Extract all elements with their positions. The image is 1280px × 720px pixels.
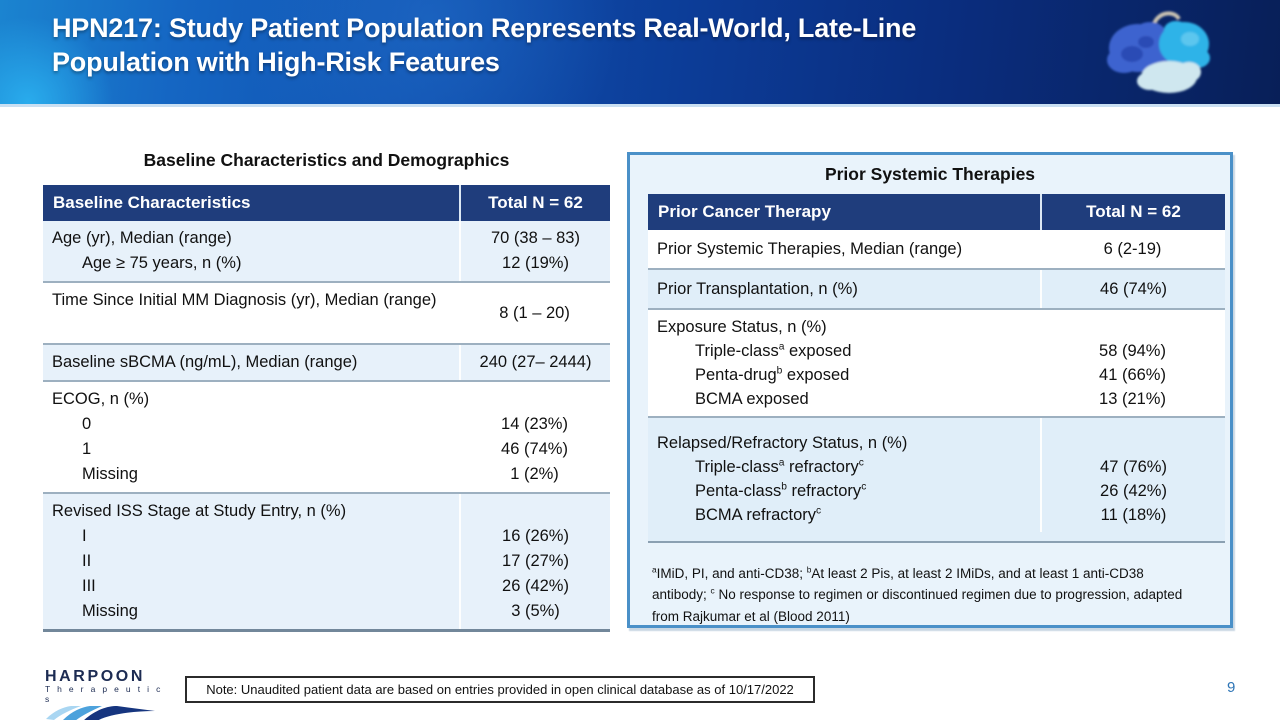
baseline-header-col2: Total N = 62 — [459, 185, 610, 221]
slide-title: HPN217: Study Patient Population Represe… — [52, 11, 916, 79]
exposure-penta-label: Penta-drugb exposed — [695, 365, 850, 384]
age-value: 70 (38 – 83) — [491, 229, 580, 247]
relapsed-penta-value: 26 (42%) — [1100, 482, 1167, 500]
iss-missing-value: 3 (5%) — [511, 602, 560, 620]
iss-3-label: III — [82, 577, 96, 595]
ecog-label: ECOG, n (%) — [52, 390, 150, 408]
row-relapsed-refractory: Relapsed/Refractory Status, n (%) Triple… — [648, 416, 1225, 541]
relapsed-penta-label: Penta-classb refractoryc — [695, 481, 867, 500]
ecog-0-label: 0 — [82, 415, 92, 433]
relapsed-triple-value: 47 (76%) — [1100, 458, 1167, 476]
baseline-section: Baseline Characteristics and Demographic… — [43, 150, 610, 632]
prior-therapies-panel: Prior Systemic Therapies Prior Cancer Th… — [627, 152, 1233, 628]
iss-3-value: 26 (42%) — [502, 577, 569, 595]
exposure-bcma-label: BCMA exposed — [695, 390, 809, 408]
harpoon-logo: HARPOON T h e r a p e u t i c s — [45, 669, 165, 720]
prior-therapy-table: Prior Cancer Therapy Total N = 62 Prior … — [648, 194, 1225, 543]
page-number: 9 — [1227, 679, 1236, 696]
row-prior-transplant: Prior Transplantation, n (%) 46 (74%) — [648, 268, 1225, 308]
logo-name: HARPOON — [45, 668, 145, 685]
row-prior-systemic: Prior Systemic Therapies, Median (range)… — [648, 230, 1225, 268]
time-since-label: Time Since Initial MM Diagnosis (yr), Me… — [52, 291, 437, 309]
ecog-missing-value: 1 (2%) — [510, 465, 559, 483]
prior-header-col1: Prior Cancer Therapy — [658, 202, 831, 221]
baseline-table-body: Age (yr), Median (range) Age ≥ 75 years,… — [43, 221, 610, 632]
panel-title: Prior Systemic Therapies — [824, 164, 1036, 184]
exposure-label: Exposure Status, n (%) — [657, 318, 827, 336]
row-time-since-diagnosis: Time Since Initial MM Diagnosis (yr), Me… — [43, 281, 610, 343]
exposure-triple-label: Triple-classa exposed — [695, 341, 852, 360]
slide-title-line2: Population with High-Risk Features — [52, 47, 500, 77]
row-age: Age (yr), Median (range) Age ≥ 75 years,… — [43, 221, 610, 281]
sbcma-label: Baseline sBCMA (ng/mL), Median (range) — [52, 353, 358, 371]
prior-header-col2: Total N = 62 — [1040, 194, 1225, 230]
baseline-table-header: Baseline Characteristics Total N = 62 — [43, 185, 610, 221]
baseline-header-col1: Baseline Characteristics — [53, 193, 251, 212]
row-iss-stage: Revised ISS Stage at Study Entry, n (%) … — [43, 492, 610, 629]
iss-label: Revised ISS Stage at Study Entry, n (%) — [52, 502, 347, 520]
age-75-label: Age ≥ 75 years, n (%) — [82, 254, 242, 272]
footer-note-box: Note: Unaudited patient data are based o… — [185, 676, 815, 703]
prior-transplant-label: Prior Transplantation, n (%) — [657, 280, 858, 298]
iss-1-value: 16 (26%) — [502, 527, 569, 545]
row-sbcma: Baseline sBCMA (ng/mL), Median (range) 2… — [43, 343, 610, 380]
prior-table-body: Prior Systemic Therapies, Median (range)… — [648, 230, 1225, 543]
relapsed-bcma-label: BCMA refractoryc — [695, 505, 822, 524]
prior-transplant-value: 46 (74%) — [1040, 270, 1225, 308]
footer-note-text: Note: Unaudited patient data are based o… — [206, 682, 794, 697]
exposure-penta-value: 41 (66%) — [1099, 366, 1166, 384]
panel-footnote: aIMiD, PI, and anti-CD38; bAt least 2 Pi… — [652, 564, 1183, 624]
slide-title-line1: HPN217: Study Patient Population Represe… — [52, 13, 917, 43]
iss-1-label: I — [82, 527, 87, 545]
logo-subtitle: T h e r a p e u t i c s — [45, 684, 163, 704]
age-label: Age (yr), Median (range) — [52, 229, 232, 247]
iss-2-value: 17 (27%) — [502, 552, 569, 570]
prior-table-header: Prior Cancer Therapy Total N = 62 — [648, 194, 1225, 230]
prior-systemic-value: 6 (2-19) — [1103, 239, 1162, 258]
relapsed-triple-label: Triple-classa refractoryc — [695, 457, 864, 476]
iss-missing-label: Missing — [82, 602, 138, 620]
exposure-triple-value: 58 (94%) — [1099, 342, 1166, 360]
ecog-1-value: 46 (74%) — [501, 440, 568, 458]
header-banner: HPN217: Study Patient Population Represe… — [0, 0, 1280, 107]
time-since-value: 8 (1 – 20) — [499, 303, 570, 322]
protein-molecule-icon — [1107, 11, 1210, 93]
row-exposure-status: Exposure Status, n (%) Triple-classa exp… — [648, 308, 1225, 416]
baseline-table: Baseline Characteristics Total N = 62 Ag… — [43, 185, 610, 632]
prior-systemic-label: Prior Systemic Therapies, Median (range) — [657, 240, 963, 258]
baseline-table-title: Baseline Characteristics and Demographic… — [143, 150, 510, 170]
logo-swoosh-icon — [46, 706, 155, 720]
relapsed-bcma-value: 11 (18%) — [1100, 506, 1167, 524]
exposure-bcma-value: 13 (21%) — [1099, 390, 1166, 408]
age-75-value: 12 (19%) — [502, 254, 569, 272]
ecog-1-label: 1 — [82, 440, 92, 458]
iss-2-label: II — [82, 552, 92, 570]
row-ecog: ECOG, n (%) 0 1 Missing 14 (23%) 46 (74%… — [43, 380, 610, 492]
sbcma-value: 240 (27– 2444) — [479, 353, 592, 371]
ecog-missing-label: Missing — [82, 465, 138, 483]
relapsed-label: Relapsed/Refractory Status, n (%) — [657, 434, 908, 452]
ecog-0-value: 14 (23%) — [501, 415, 568, 433]
